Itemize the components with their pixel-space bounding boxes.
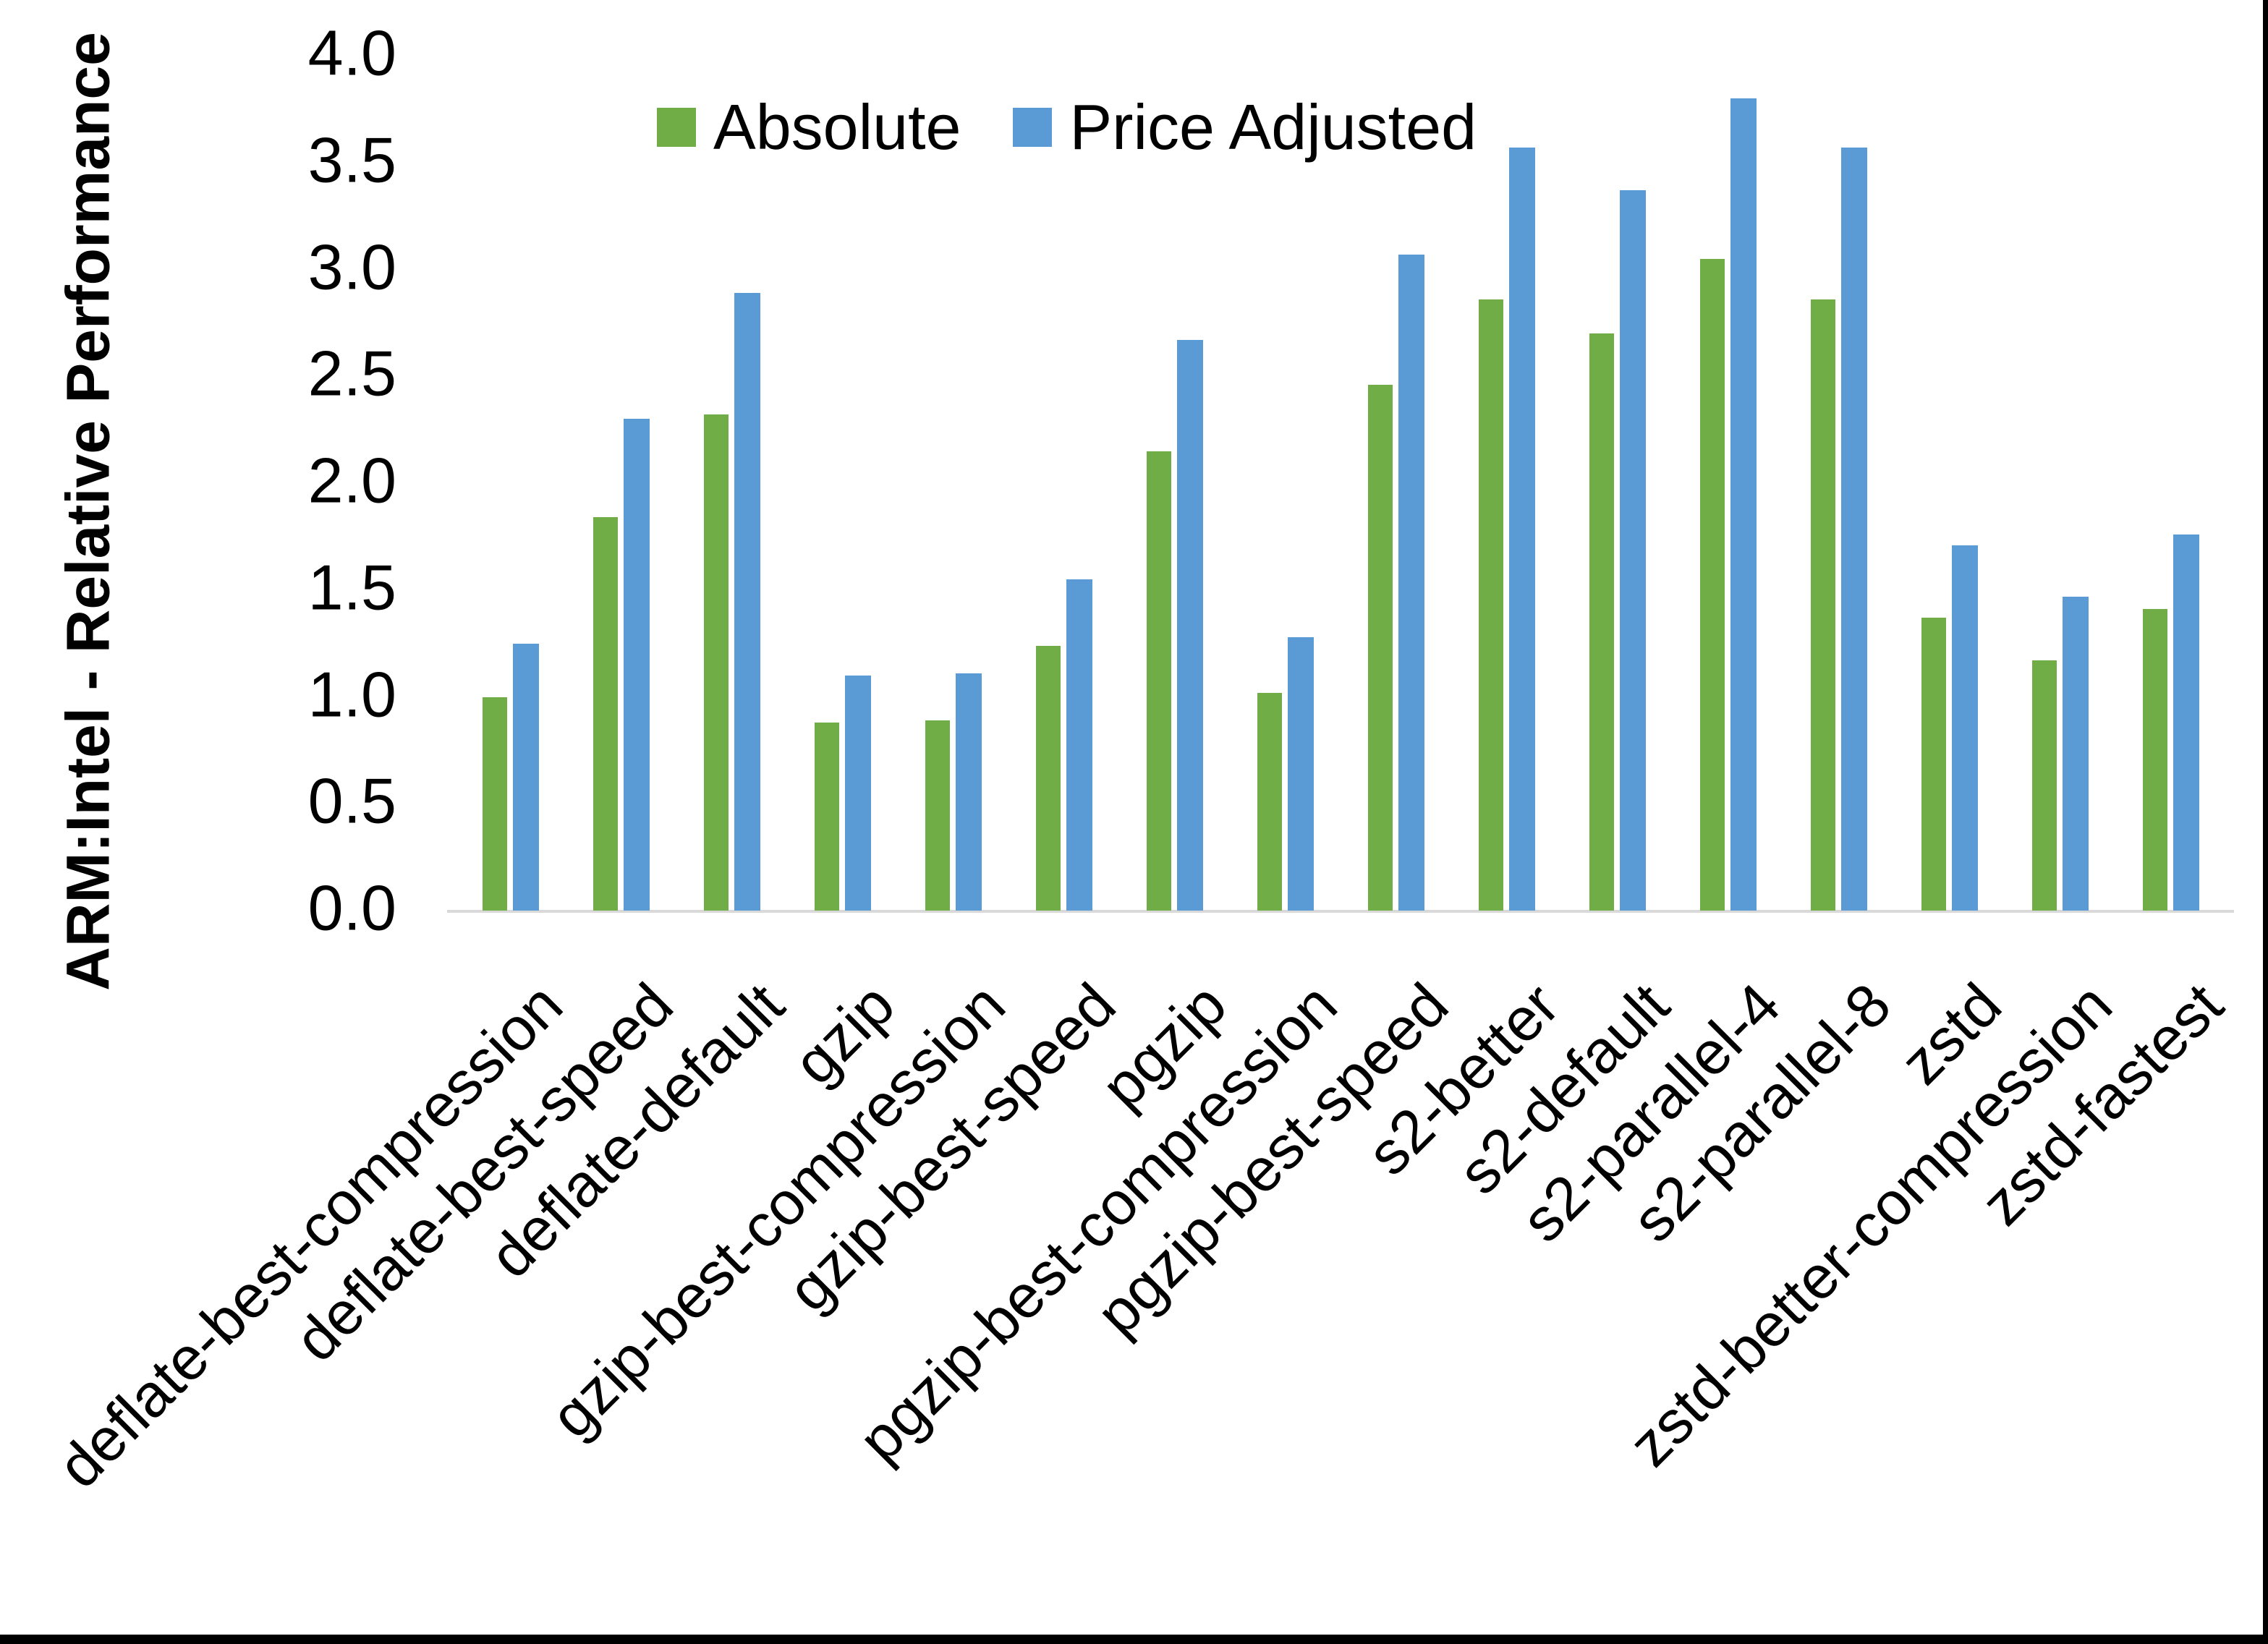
bar-absolute-deflate-best-compression [483,697,507,911]
bar-price-adjusted-s2-parallel-4 [1730,98,1757,911]
bar-price-adjusted-gzip-best-compression [956,673,982,911]
bar-price-adjusted-zstd [1952,545,1978,911]
y-tick-label: 4.0 [307,17,396,89]
bar-absolute-gzip [815,722,839,911]
bar-price-adjusted-zstd-fastest [2173,534,2199,911]
screenshot-right-edge [2263,0,2268,1644]
bar-price-adjusted-deflate-default [734,293,760,911]
x-axis-line [447,910,2234,913]
y-tick-label: 2.0 [307,444,396,516]
screenshot-bottom-edge [0,1635,2268,1644]
legend-swatch-absolute-icon [657,108,696,147]
bar-price-adjusted-s2-default [1620,190,1646,911]
y-tick-label: 0.5 [307,764,396,837]
legend-label-absolute: Absolute [713,91,961,163]
bar-absolute-s2-better [1479,299,1503,911]
y-tick-label: 2.5 [307,337,396,409]
bar-absolute-deflate-best-speed [593,517,618,911]
legend-item-price-adjusted: Price Adjusted [1013,95,1477,159]
bar-absolute-pgzip [1147,451,1171,911]
bar-price-adjusted-deflate-best-compression [513,643,539,911]
y-tick-label: 1.0 [307,657,396,730]
bar-absolute-s2-parallel-8 [1811,299,1835,911]
bar-absolute-s2-parallel-4 [1700,258,1725,911]
y-tick-label: 3.0 [307,230,396,302]
bar-absolute-s2-default [1589,333,1614,911]
bar-price-adjusted-pgzip [1177,340,1203,911]
bar-absolute-pgzip-best-speed [1368,385,1393,911]
bar-absolute-gzip-best-speed [1036,645,1061,911]
bar-absolute-deflate-default [704,414,729,911]
bar-absolute-pgzip-best-compression [1257,692,1282,911]
y-tick-label: 3.5 [307,124,396,196]
bar-price-adjusted-pgzip-best-compression [1288,636,1314,911]
bar-price-adjusted-gzip [845,675,871,911]
bar-price-adjusted-zstd-better-compression [2063,596,2089,911]
legend: Absolute Price Adjusted [657,95,1477,159]
bar-price-adjusted-s2-better [1509,148,1535,911]
bar-absolute-zstd-fastest [2143,609,2167,911]
bar-absolute-zstd [1921,618,1946,911]
bar-price-adjusted-deflate-best-speed [624,419,650,911]
legend-item-absolute: Absolute [657,95,961,159]
bar-absolute-gzip-best-compression [925,720,950,911]
y-tick-label: 1.5 [307,551,396,623]
legend-label-price-adjusted: Price Adjusted [1069,91,1477,163]
bar-absolute-zstd-better-compression [2032,660,2057,911]
legend-swatch-price-adjusted-icon [1013,108,1053,147]
bar-price-adjusted-pgzip-best-speed [1398,254,1424,911]
bar-price-adjusted-s2-parallel-8 [1841,148,1867,911]
y-tick-label: 0.0 [307,872,396,944]
bar-price-adjusted-gzip-best-speed [1066,579,1092,911]
